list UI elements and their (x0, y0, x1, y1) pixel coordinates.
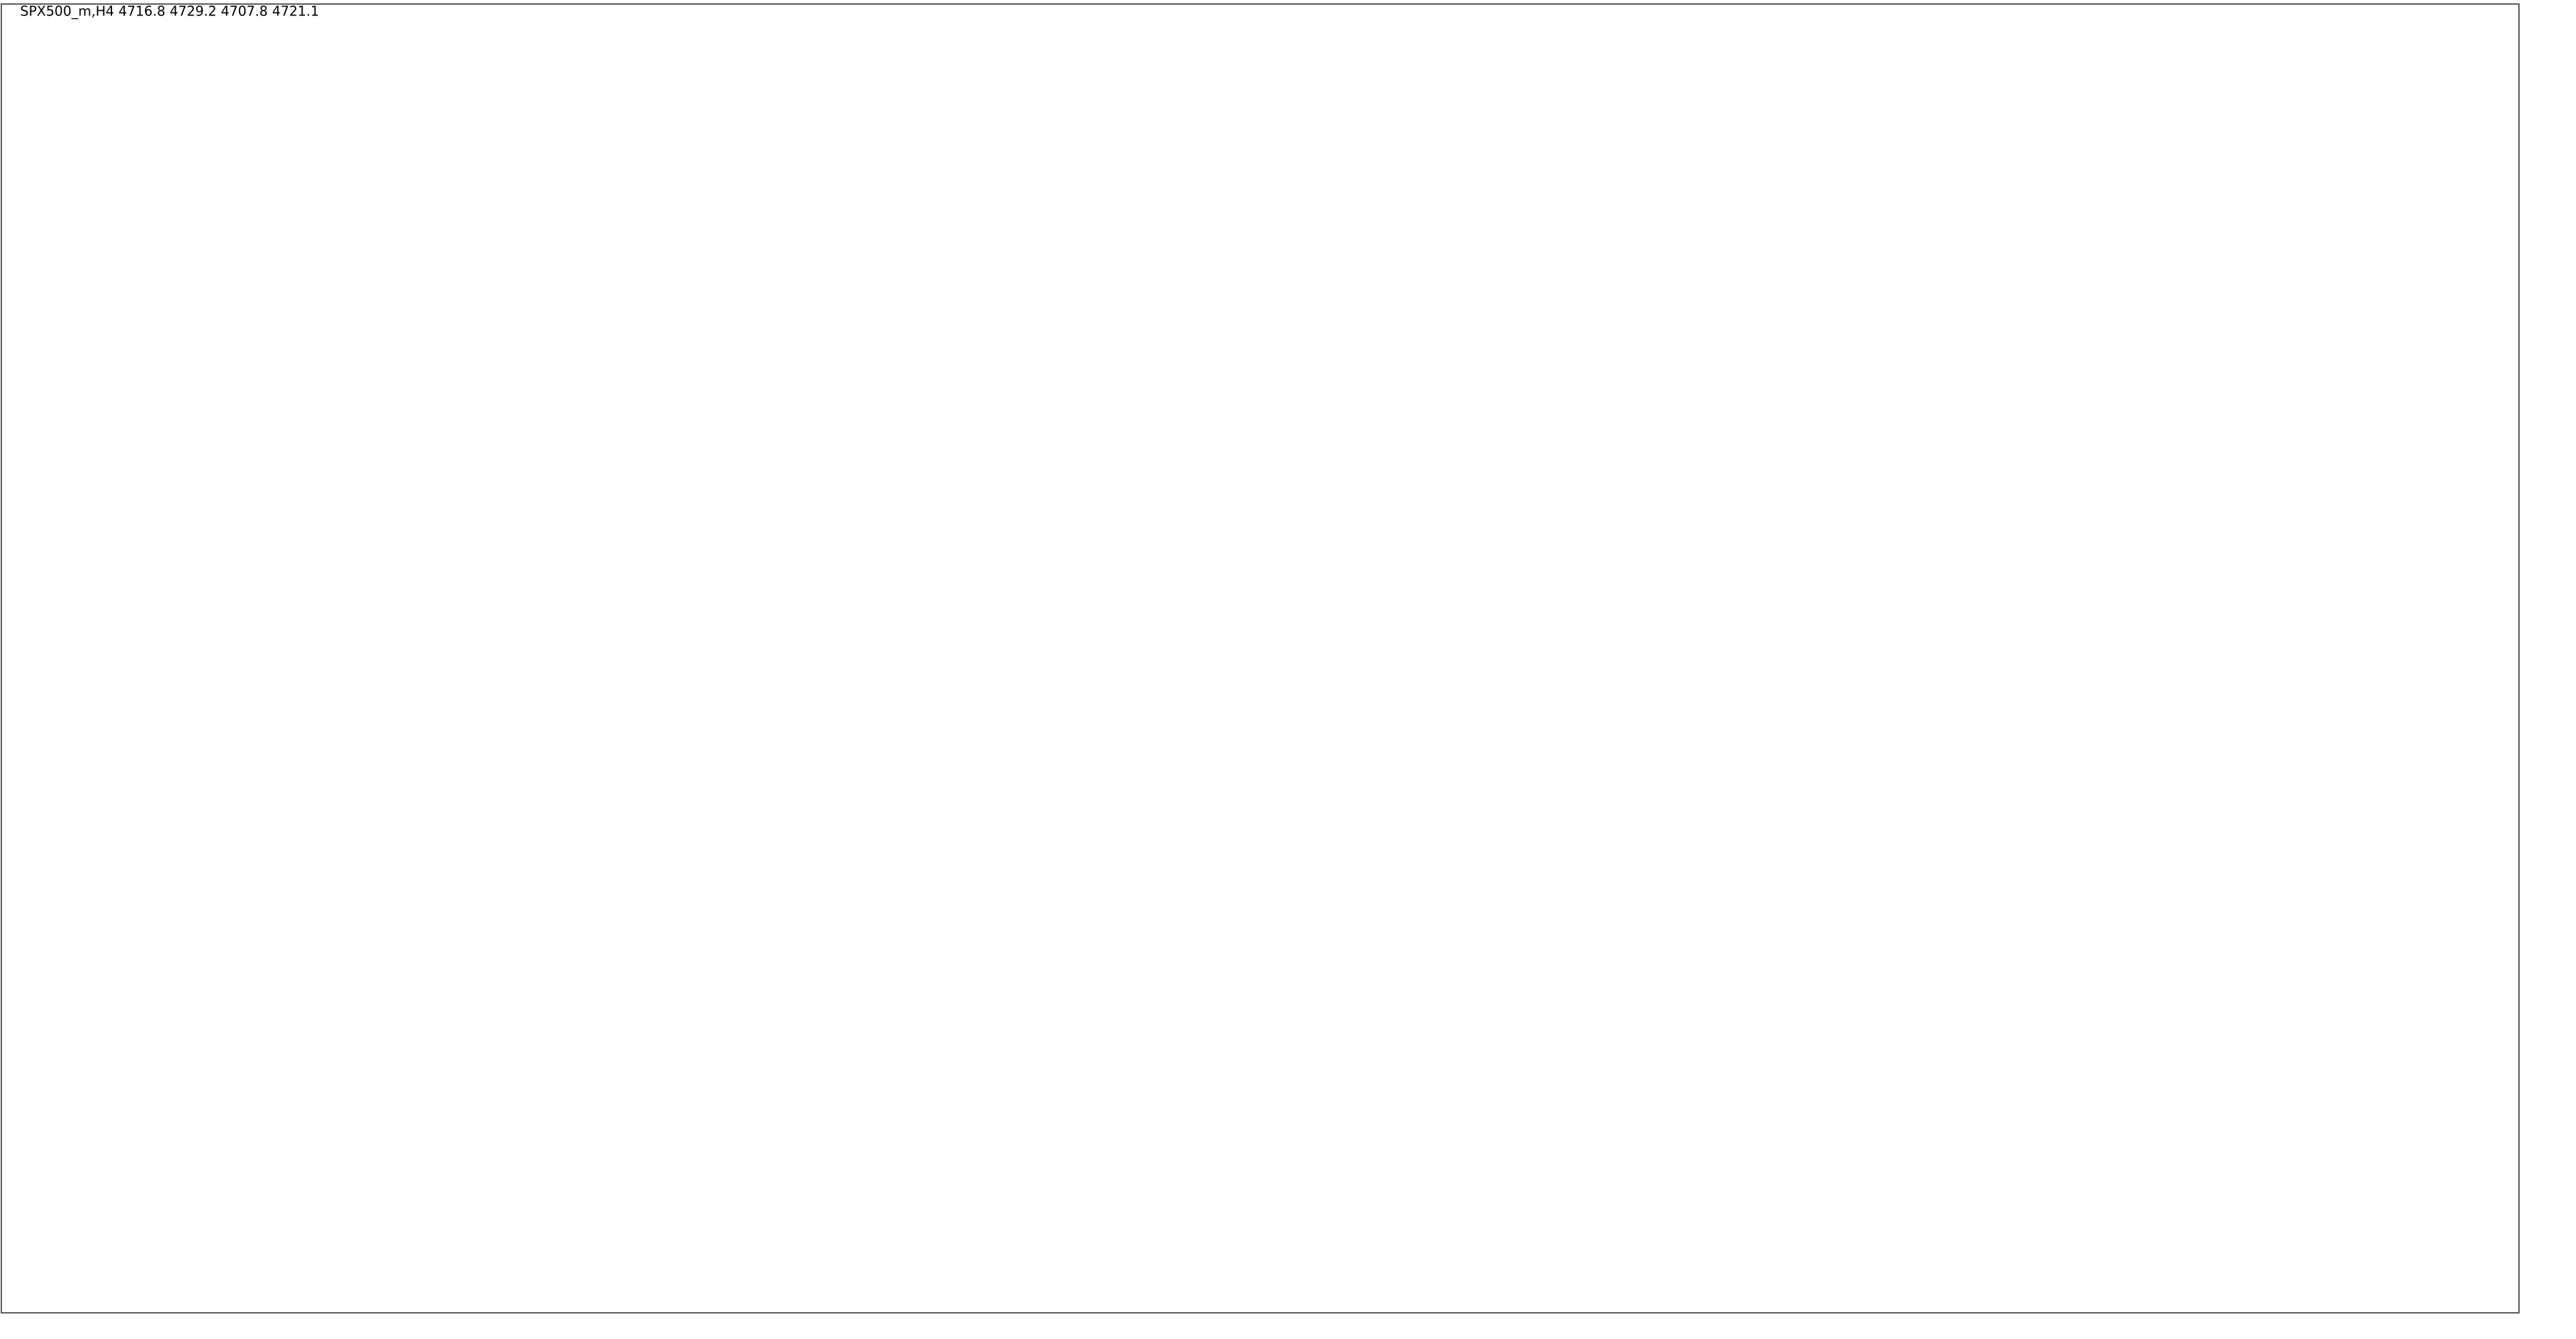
chart-title: SPX500_m,H4 4716.8 4729.2 4707.8 4721.1 (20, 3, 319, 19)
plot-border (1, 3, 2520, 1314)
